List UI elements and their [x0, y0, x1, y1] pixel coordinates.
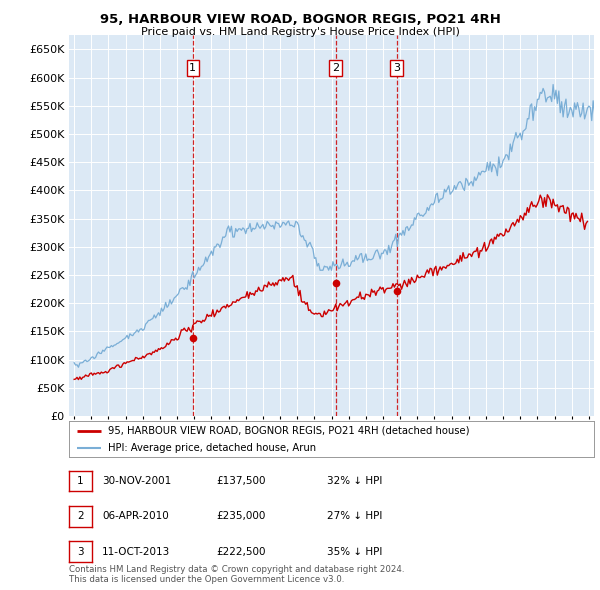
Text: 3: 3 — [393, 63, 400, 73]
Text: HPI: Average price, detached house, Arun: HPI: Average price, detached house, Arun — [109, 443, 317, 453]
Text: £235,000: £235,000 — [216, 512, 265, 521]
Text: 1: 1 — [190, 63, 196, 73]
Text: 2: 2 — [77, 512, 84, 521]
Text: 3: 3 — [77, 547, 84, 556]
Text: Contains HM Land Registry data © Crown copyright and database right 2024.
This d: Contains HM Land Registry data © Crown c… — [69, 565, 404, 584]
Text: 27% ↓ HPI: 27% ↓ HPI — [327, 512, 382, 521]
Text: 95, HARBOUR VIEW ROAD, BOGNOR REGIS, PO21 4RH (detached house): 95, HARBOUR VIEW ROAD, BOGNOR REGIS, PO2… — [109, 425, 470, 435]
Text: £137,500: £137,500 — [216, 476, 265, 486]
Text: 35% ↓ HPI: 35% ↓ HPI — [327, 547, 382, 556]
Text: £222,500: £222,500 — [216, 547, 265, 556]
Text: Price paid vs. HM Land Registry's House Price Index (HPI): Price paid vs. HM Land Registry's House … — [140, 27, 460, 37]
Text: 30-NOV-2001: 30-NOV-2001 — [102, 476, 171, 486]
Text: 95, HARBOUR VIEW ROAD, BOGNOR REGIS, PO21 4RH: 95, HARBOUR VIEW ROAD, BOGNOR REGIS, PO2… — [100, 13, 500, 26]
Text: 32% ↓ HPI: 32% ↓ HPI — [327, 476, 382, 486]
Text: 2: 2 — [332, 63, 340, 73]
Text: 11-OCT-2013: 11-OCT-2013 — [102, 547, 170, 556]
Text: 06-APR-2010: 06-APR-2010 — [102, 512, 169, 521]
Text: 1: 1 — [77, 476, 84, 486]
